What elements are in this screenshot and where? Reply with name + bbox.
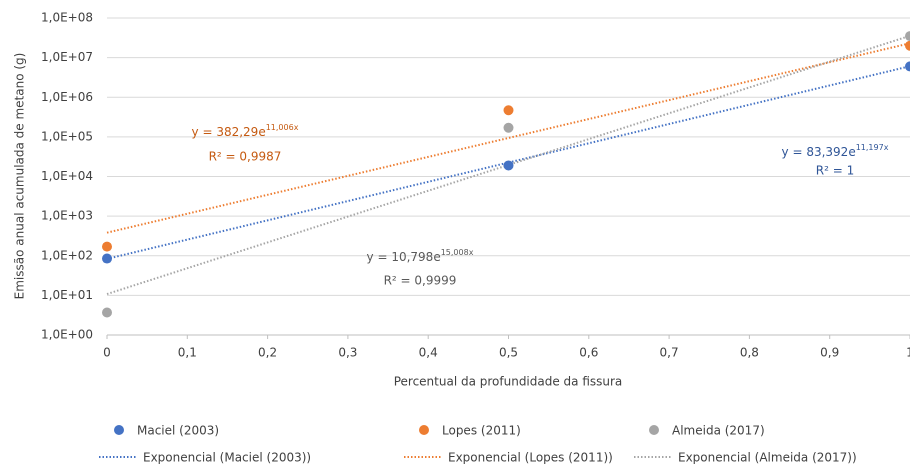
r-squared: R² = 1 (816, 164, 854, 178)
data-point (905, 31, 910, 42)
legend-label: Maciel (2003) (137, 424, 219, 438)
y-tick-label: 1,0E+08 (41, 11, 93, 25)
data-point (905, 40, 910, 51)
x-tick-label: 0,1 (178, 346, 197, 360)
y-tick-label: 1,0E+06 (41, 90, 93, 104)
legend-label: Almeida (2017) (672, 424, 765, 438)
y-tick-label: 1,0E+00 (41, 328, 93, 342)
equation-exponent: 15,008x (441, 248, 474, 257)
trendline (106, 34, 910, 296)
y-tick-label: 1,0E+07 (41, 50, 93, 64)
r-squared: R² = 0,9999 (384, 274, 457, 288)
x-tick-label: 0,9 (820, 346, 839, 360)
y-tick-label: 1,0E+04 (41, 169, 93, 183)
data-point (102, 253, 112, 264)
x-tick-label: 0 (103, 346, 111, 360)
x-tick-label: 0,4 (419, 346, 438, 360)
x-tick-label: 0,2 (258, 346, 277, 360)
x-tick-label: 0,8 (740, 346, 759, 360)
legend-label: Exponencial (Lopes (2011)) (448, 451, 613, 465)
x-tick-label: 0,7 (660, 346, 679, 360)
data-point (503, 105, 514, 116)
data-point (503, 122, 514, 133)
y-axis-title: Emissão anual acumulada de metano (g) (13, 53, 27, 300)
equation-base: y = 382,29e (192, 125, 266, 139)
legend-marker (649, 425, 659, 435)
y-tick-label: 1,0E+05 (41, 129, 93, 143)
data-point (905, 61, 910, 72)
equation-exponent: 11,197x (856, 143, 889, 152)
equation-base: y = 83,392e (782, 145, 856, 159)
trendline-equation: y = 382,29e11,006x (192, 123, 299, 139)
trendline (106, 65, 910, 260)
trendline-equation: y = 83,392e11,197x (782, 143, 889, 159)
y-tick-label: 1,0E+02 (41, 248, 93, 262)
data-point (102, 307, 112, 318)
x-tick-label: 0,3 (338, 346, 357, 360)
legend-label: Exponencial (Almeida (2017)) (678, 451, 857, 465)
y-tick-label: 1,0E+03 (41, 209, 93, 223)
legend-label: Lopes (2011) (442, 424, 521, 438)
legend-marker (419, 425, 429, 435)
x-tick-label: 0,5 (499, 346, 518, 360)
equation-exponent: 11,006x (266, 123, 299, 132)
x-axis-title: Percentual da profundidade da fissura (394, 375, 623, 389)
plot-area (102, 31, 910, 318)
legend-label: Exponencial (Maciel (2003)) (143, 451, 311, 465)
data-point (503, 160, 514, 171)
x-tick-label: 0,6 (579, 346, 598, 360)
r-squared: R² = 0,9987 (209, 150, 282, 164)
data-point (102, 241, 112, 252)
trendline-equation: y = 10,798e15,008x (367, 248, 474, 264)
legend-marker (114, 425, 124, 435)
trendline (106, 42, 910, 234)
x-tick-label: 1 (906, 346, 910, 360)
y-tick-label: 1,0E+01 (41, 288, 93, 302)
equation-base: y = 10,798e (367, 250, 441, 264)
